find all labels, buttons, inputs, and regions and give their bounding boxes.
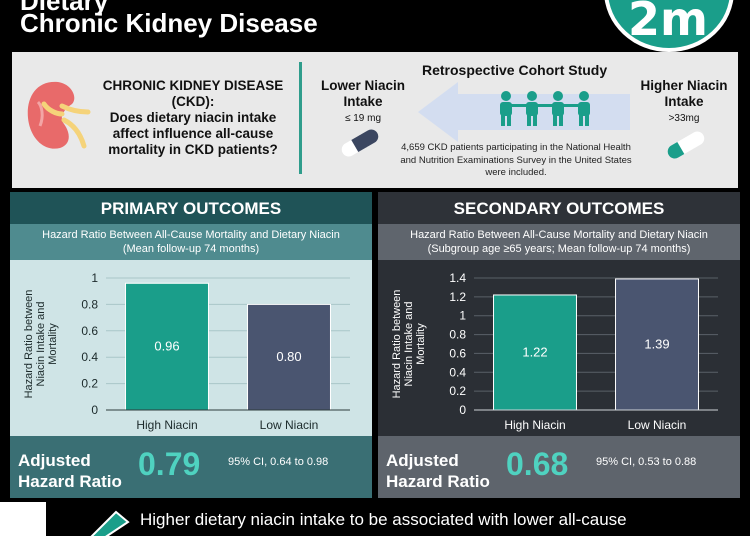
adjusted-label-line-2: Hazard Ratio	[386, 472, 490, 491]
secondary-chart-svg: 0 0.2 0.4 0.6 0.8 1 1.2 1.4 Hazard Ratio between…	[391, 271, 718, 432]
primary-outcomes-panel: PRIMARY OUTCOMES Hazard Ratio Between Al…	[10, 192, 372, 498]
page-title: Chronic Kidney Disease	[20, 8, 318, 38]
data-label: 0.96	[154, 339, 179, 354]
data-label: 0.80	[276, 349, 301, 364]
secondary-ci: 95% CI, 0.53 to 0.88	[596, 456, 697, 468]
y-tick-label: 0.4	[81, 350, 98, 364]
primary-ci: 95% CI, 0.64 to 0.98	[228, 456, 329, 468]
logo: 2m	[604, 0, 734, 52]
study-description: 4,659 CKD patients participating in the …	[400, 142, 632, 178]
lower-niacin-value: ≤ 19 mg	[344, 113, 382, 124]
y-tick-label: 0.8	[81, 297, 98, 311]
pill-icon	[341, 129, 379, 157]
primary-subtitle: Hazard Ratio Between All-Cause Mortality…	[10, 224, 372, 260]
y-tick-label: 0.2	[81, 377, 98, 391]
y-tick-label: 0.8	[449, 328, 466, 342]
adjusted-label-line-1: Adjusted	[18, 451, 91, 470]
x-tick-label: High Niacin	[504, 418, 565, 432]
y-tick-label: 0	[459, 403, 466, 417]
y-tick-label: 1.2	[449, 290, 466, 304]
conclusion-bar: Higher dietary niacin intake to be assoc…	[0, 502, 750, 536]
kidney-icon	[27, 81, 91, 149]
secondary-adjusted-label: Adjusted Hazard Ratio	[386, 450, 490, 492]
higher-niacin-label: Higher Niacin Intake	[640, 78, 728, 109]
x-tick-label: High Niacin	[136, 418, 197, 432]
adjusted-label-line-2: Hazard Ratio	[18, 472, 122, 491]
secondary-adjusted-value: 0.68	[506, 446, 569, 482]
bar	[493, 294, 577, 411]
adjusted-label-line-1: Adjusted	[386, 451, 459, 470]
divider	[299, 62, 302, 174]
secondary-outcomes-panel: SECONDARY OUTCOMES Hazard Ratio Between …	[378, 192, 740, 498]
study-title: Retrospective Cohort Study	[422, 62, 608, 78]
primary-footer	[10, 436, 372, 498]
title-bar: Dietary Chronic Kidney Disease 2m	[0, 0, 750, 52]
primary-chart: 0 0.2 0.4 0.6 0.8 1 Hazard Ratio between Niacin…	[10, 260, 372, 436]
y-axis-label: Hazard Ratio between	[23, 290, 35, 399]
y-tick-label: 0.6	[449, 346, 466, 360]
pill-icon	[667, 131, 705, 159]
y-tick-label: 1	[91, 271, 98, 285]
y-tick-label: 0.2	[449, 384, 466, 398]
primary-subtitle-line-1: Hazard Ratio Between All-Cause Mortality…	[42, 229, 340, 241]
pencil-icon	[90, 510, 130, 536]
secondary-outcomes-header: SECONDARY OUTCOMES	[378, 192, 740, 224]
conclusion-edge	[0, 502, 46, 536]
secondary-subtitle-line-2: (Subgroup age ≥65 years; Mean follow-up …	[427, 243, 691, 255]
title-line-1: Dietary	[20, 0, 109, 16]
lower-niacin-label: Lower Niacin Intake	[320, 78, 406, 109]
ckd-title: CHRONIC KIDNEY DISEASE (CKD):	[102, 78, 284, 109]
conclusion-text: Higher dietary niacin intake to be assoc…	[140, 510, 627, 529]
primary-chart-svg: 0 0.2 0.4 0.6 0.8 1 Hazard Ratio between Niacin…	[23, 271, 350, 432]
x-tick-label: Low Niacin	[628, 418, 687, 432]
y-tick-label: 0.4	[449, 365, 466, 379]
y-axis-label: Mortality	[47, 323, 59, 365]
primary-outcomes-header: PRIMARY OUTCOMES	[10, 192, 372, 224]
primary-subtitle-line-2: (Mean follow-up 74 months)	[122, 243, 260, 255]
primary-adjusted-value: 0.79	[138, 446, 201, 482]
secondary-subtitle-line-1: Hazard Ratio Between All-Cause Mortality…	[410, 229, 708, 241]
secondary-chart: 0 0.2 0.4 0.6 0.8 1 1.2 1.4 Hazard Ratio between…	[378, 260, 740, 436]
bar	[615, 278, 699, 411]
secondary-footer	[378, 436, 740, 498]
y-axis-label: Niacin Intake and	[403, 302, 415, 387]
data-label: 1.39	[644, 336, 669, 351]
intro-panel: CHRONIC KIDNEY DISEASE (CKD): Does dieta…	[12, 52, 738, 188]
x-tick-label: Low Niacin	[260, 418, 319, 432]
bar	[247, 303, 331, 411]
ckd-question: Does dietary niacin intake affect influe…	[108, 110, 278, 157]
y-tick-label: 1.4	[449, 271, 466, 285]
y-axis-label: Mortality	[415, 323, 427, 365]
secondary-subtitle: Hazard Ratio Between All-Cause Mortality…	[378, 224, 740, 260]
arrow-people-icon	[418, 82, 630, 142]
data-label: 1.22	[522, 344, 547, 359]
higher-niacin-value: >33mg	[668, 113, 700, 124]
y-tick-label: 1	[459, 309, 466, 323]
y-axis-label: Niacin Intake and	[35, 302, 47, 387]
logo-text: 2m	[628, 0, 708, 46]
y-axis-label: Hazard Ratio between	[391, 290, 403, 399]
primary-adjusted-label: Adjusted Hazard Ratio	[18, 450, 122, 492]
y-tick-label: 0	[91, 403, 98, 417]
bar	[125, 282, 209, 411]
y-tick-label: 0.6	[81, 324, 98, 338]
